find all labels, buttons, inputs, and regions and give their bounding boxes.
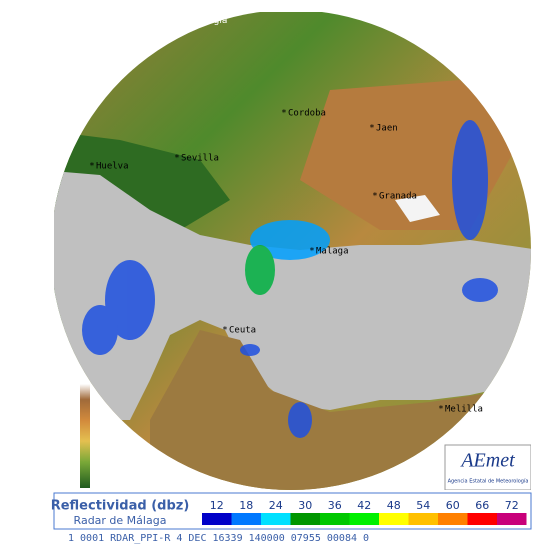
scale-label: 12 — [210, 499, 224, 512]
city-label: Malaga — [316, 247, 349, 257]
city-marker: * — [222, 326, 227, 336]
color-swatch — [408, 513, 438, 525]
logo: AEmet — [459, 450, 515, 472]
color-swatch — [290, 513, 320, 525]
color-swatch — [379, 513, 409, 525]
city-label: Jaen — [376, 124, 398, 134]
scale-label: 72 — [505, 499, 519, 512]
color-swatch — [231, 513, 261, 525]
orography-level: 200 — [64, 473, 77, 481]
scale-label: 18 — [239, 499, 253, 512]
scale-label: 36 — [328, 499, 342, 512]
city-marker: * — [89, 162, 94, 172]
city-marker: * — [309, 247, 314, 257]
scale-label: 24 — [269, 499, 283, 512]
city-marker: * — [174, 154, 179, 164]
city-label: Sevilla — [181, 154, 219, 164]
legend-title: Reflectividad (dbz) — [51, 499, 190, 514]
orography-level: 400 — [64, 461, 77, 469]
color-swatch — [202, 513, 232, 525]
city-marker: * — [369, 124, 374, 134]
color-swatch — [467, 513, 497, 525]
orography-level: 600 — [64, 450, 77, 458]
city-marker: * — [281, 109, 286, 119]
legend-subtitle: Radar de Málaga — [74, 514, 167, 527]
orography-bar — [80, 384, 90, 488]
copyright: © Agencia Estatal de Meteorología — [70, 16, 227, 26]
scale-label: 30 — [298, 499, 312, 512]
scale-label: 48 — [387, 499, 401, 512]
color-swatch — [349, 513, 379, 525]
scale-label: 54 — [416, 499, 430, 512]
city-label: Granada — [379, 192, 417, 202]
color-swatch — [438, 513, 468, 525]
logo-box — [444, 444, 531, 490]
orography-level: 1000 — [59, 428, 77, 436]
logo-subtitle: Agencia Estatal de Meteorología — [448, 478, 529, 485]
color-swatch — [497, 513, 527, 525]
status-line: 1 0001 RDAR_PPI-R 4 DEC 16339 140000 079… — [68, 533, 369, 544]
scale-label: 60 — [446, 499, 460, 512]
city-label: Ceuta — [229, 326, 256, 336]
scale-label: 42 — [357, 499, 371, 512]
city-label: Melilla — [445, 405, 483, 415]
orography-level: 800 — [64, 439, 77, 447]
scale-label: 66 — [475, 499, 489, 512]
city-marker: * — [438, 405, 443, 415]
orography-level: >2500 — [53, 383, 77, 391]
color-swatch — [261, 513, 291, 525]
orography-level: 1250 — [59, 417, 77, 425]
map: © Agencia Estatal de Meteorología AEmet … — [53, 12, 531, 492]
city-label: Cordoba — [288, 109, 326, 119]
orography-level: 2000 — [59, 394, 77, 402]
city-label: Huelva — [96, 162, 129, 172]
orography-level: 0 — [73, 484, 77, 492]
color-swatch — [320, 513, 350, 525]
city-marker: * — [372, 192, 377, 202]
orography-title: Orografía (m) — [92, 411, 100, 459]
orography-level: 1500 — [59, 405, 77, 413]
